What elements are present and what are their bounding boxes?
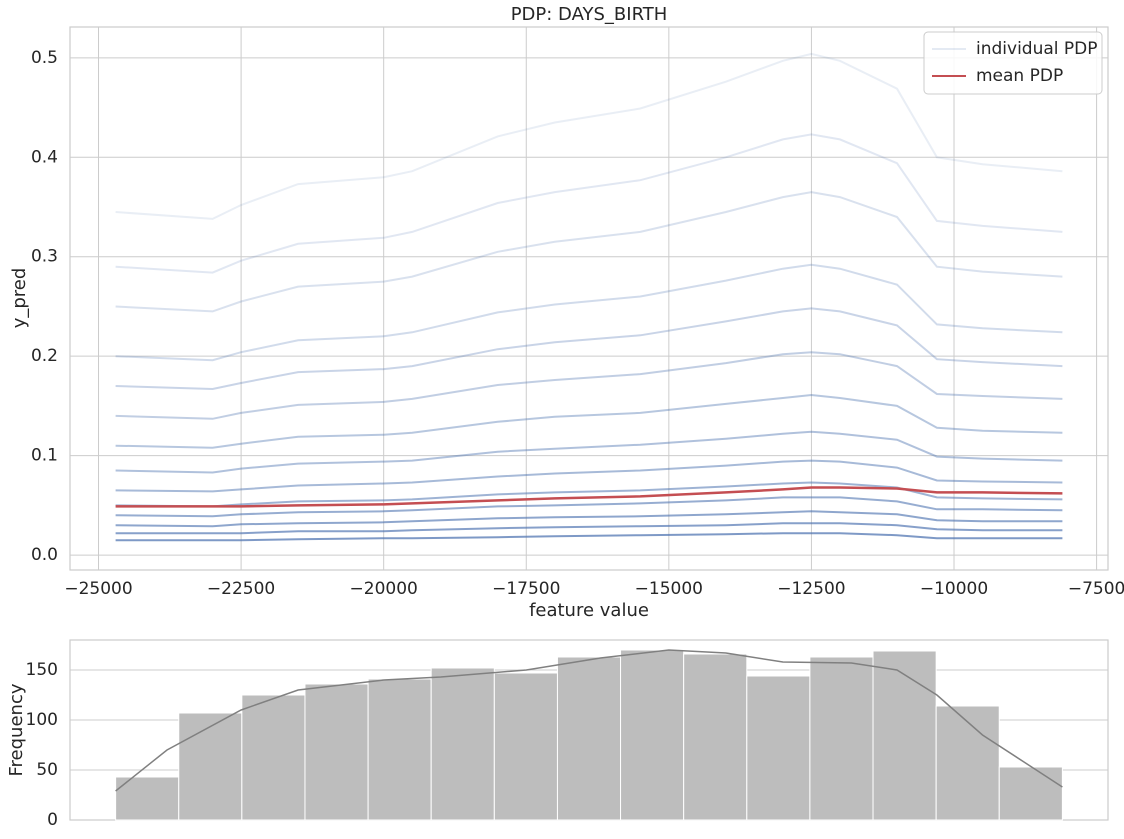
histogram-bar [178, 712, 243, 821]
y-tick-label: 150 [26, 660, 58, 680]
histogram-bar [430, 667, 495, 821]
legend-box [923, 31, 1103, 95]
x-tick-label: −7500 [1068, 579, 1124, 599]
y-axis-label: y_pred [9, 268, 30, 329]
y-tick-label: 0.3 [31, 247, 58, 267]
y-tick-label: 50 [36, 760, 58, 780]
x-axis-label: feature value [529, 600, 649, 621]
individual-line [115, 191, 1063, 313]
y-tick-label: 0 [47, 810, 58, 830]
individual-line [115, 430, 1063, 474]
chart-title: PDP: DAYS_BIRTH [511, 4, 668, 25]
legend-label: individual PDP [976, 39, 1098, 59]
axes-frame [69, 26, 1109, 571]
x-tick-label: −10000 [920, 579, 988, 599]
histogram-bar [998, 766, 1063, 821]
legend-label: mean PDP [976, 66, 1063, 86]
individual-line [115, 263, 1063, 362]
y-tick-label: 100 [26, 710, 58, 730]
individual-line [115, 459, 1063, 493]
histogram-bar [872, 650, 937, 821]
histogram-bar [683, 653, 748, 821]
histogram-bar [115, 776, 180, 821]
x-tick-label: −20000 [350, 579, 418, 599]
x-tick-label: −15000 [635, 579, 703, 599]
x-tick-label: −25000 [64, 579, 132, 599]
y-tick-label: 0.5 [31, 48, 58, 68]
histogram-bar [556, 656, 622, 821]
individual-line [115, 351, 1063, 420]
histogram-bar [935, 705, 1000, 821]
histogram-bar [620, 649, 685, 821]
x-tick-label: −12500 [777, 579, 845, 599]
histogram-bar [493, 672, 558, 821]
histogram-bar [367, 678, 432, 821]
individual-line [115, 133, 1063, 274]
mean-line [115, 486, 1063, 508]
y-tick-label: 0.1 [31, 446, 58, 466]
histogram-bar [746, 675, 811, 821]
individual-line [115, 496, 1063, 518]
histogram-bar [241, 694, 306, 821]
individual-line [115, 393, 1063, 449]
histogram-bar [809, 656, 874, 821]
y-tick-label: 0.0 [31, 545, 58, 565]
x-tick-label: −22500 [207, 579, 275, 599]
individual-line [115, 307, 1063, 391]
individual-line [115, 510, 1063, 528]
x-tick-label: −17500 [492, 579, 560, 599]
kde-line [115, 649, 1063, 792]
y-tick-label: 0.2 [31, 346, 58, 366]
y-tick-label: 0.4 [31, 147, 58, 167]
y-axis-label: Frequency [6, 683, 27, 776]
individual-line [115, 532, 1063, 542]
individual-line [115, 522, 1063, 535]
individual-line [115, 52, 1063, 220]
histogram-bar [304, 683, 369, 821]
